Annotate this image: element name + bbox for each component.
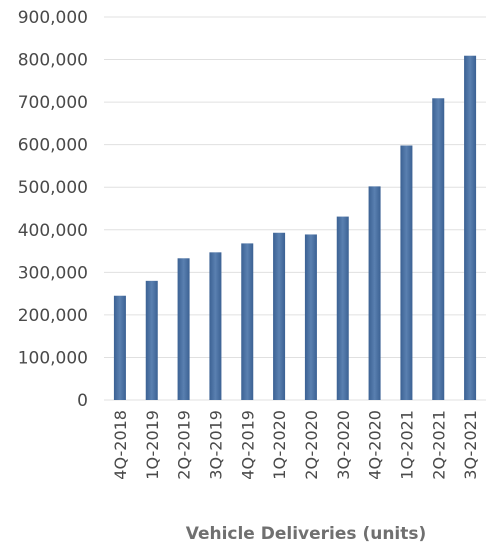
x-axis-tick-labels: 4Q-2018 1Q-2019 2Q-2019 3Q-2019 4Q-2019 1Q-20…	[111, 410, 480, 480]
x-tick-label: 3Q-2020	[334, 410, 353, 480]
x-tick-label: 4Q-2020	[366, 410, 385, 480]
x-tick-label: 2Q-2019	[175, 410, 194, 480]
x-tick-label: 3Q-2021	[461, 410, 480, 480]
y-tick-label: 0	[77, 391, 88, 411]
bar-1Q-2020	[273, 232, 286, 400]
bar-4Q-2019	[241, 243, 254, 400]
x-axis-title: Vehicle Deliveries (units)	[185, 524, 427, 544]
gridlines	[104, 16, 486, 401]
bar-2Q-2021	[432, 98, 445, 400]
x-tick-label: 2Q-2020	[302, 410, 321, 480]
bar-4Q-2018	[113, 295, 126, 400]
x-tick-label: 1Q-2020	[270, 410, 289, 480]
x-tick-label: 2Q-2021	[429, 410, 448, 480]
bar-2Q-2020	[304, 234, 317, 400]
y-axis-tick-labels: 0 100,000 200,000 300,000 400,000 500,000 600,…	[18, 8, 88, 411]
x-tick-label: 4Q-2018	[111, 410, 130, 480]
bar-1Q-2019	[145, 280, 158, 400]
y-tick-label: 900,000	[18, 8, 88, 28]
bar-3Q-2021	[464, 55, 477, 400]
x-tick-label: 3Q-2019	[206, 410, 225, 480]
y-tick-label: 500,000	[18, 178, 88, 198]
y-tick-label: 400,000	[18, 221, 88, 241]
bars	[113, 55, 477, 400]
y-tick-label: 300,000	[18, 263, 88, 283]
bar-2Q-2019	[177, 258, 190, 400]
y-tick-label: 700,000	[18, 93, 88, 113]
y-tick-label: 100,000	[18, 348, 88, 368]
x-tick-label: 1Q-2021	[397, 410, 416, 480]
y-tick-label: 600,000	[18, 136, 88, 156]
y-tick-label: 800,000	[18, 51, 88, 71]
x-tick-label: 4Q-2019	[238, 410, 257, 480]
y-tick-label: 200,000	[18, 306, 88, 326]
x-tick-label: 1Q-2019	[143, 410, 162, 480]
bar-3Q-2020	[336, 216, 349, 400]
bar-4Q-2020	[368, 186, 381, 400]
bar-1Q-2021	[400, 145, 413, 400]
bar-3Q-2019	[209, 252, 222, 400]
